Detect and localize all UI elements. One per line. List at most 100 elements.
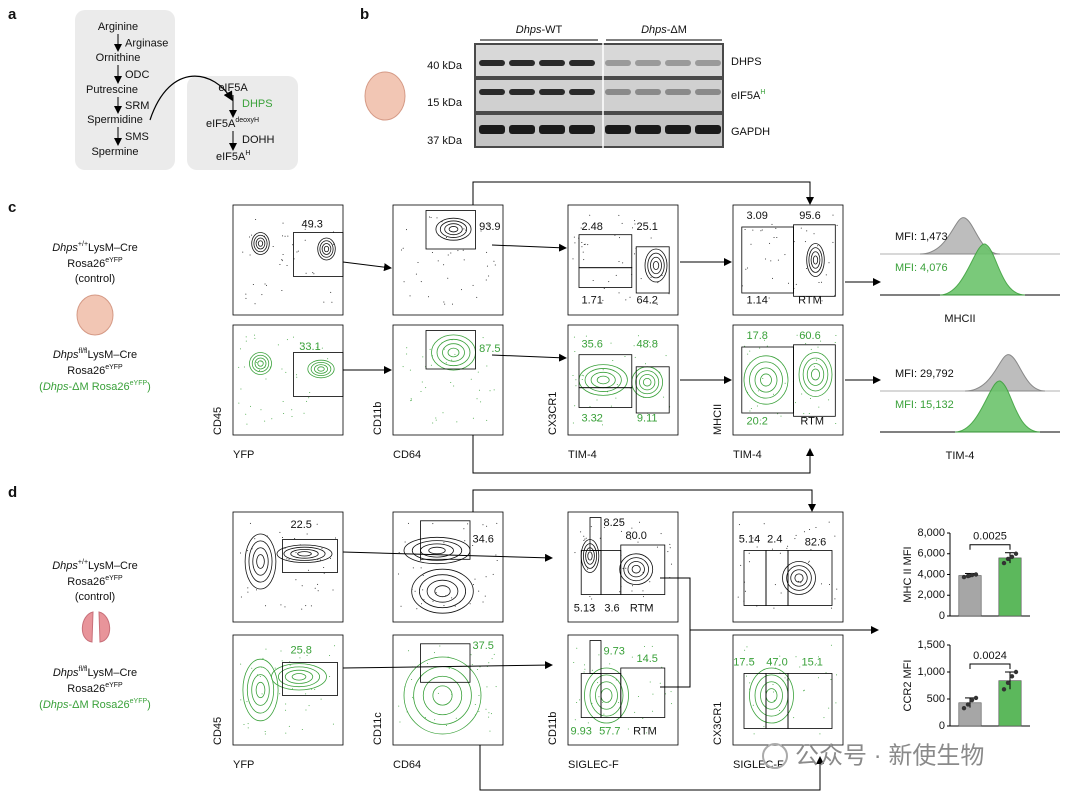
event: [332, 723, 334, 725]
event: [799, 666, 801, 668]
event: [632, 585, 634, 587]
contour: [439, 220, 468, 238]
event: [671, 703, 673, 705]
gate: [635, 366, 670, 414]
event: [574, 242, 576, 244]
event: [422, 574, 424, 576]
band: [569, 60, 595, 66]
event: [480, 230, 482, 232]
event: [818, 656, 820, 658]
point: [965, 702, 971, 707]
event: [768, 297, 770, 299]
event: [753, 733, 755, 735]
event: [603, 526, 605, 528]
event: [609, 663, 611, 665]
contour: [255, 237, 266, 250]
event: [604, 726, 606, 728]
event: [805, 343, 807, 345]
contour: [283, 546, 326, 561]
plot-frame: [392, 634, 504, 746]
gate: [282, 539, 338, 573]
text-part: DOHH: [242, 134, 274, 146]
protein: eIF5A: [218, 82, 248, 94]
event: [487, 223, 489, 225]
gate-value: 20.2: [746, 416, 767, 428]
contour: [317, 366, 325, 372]
text-part: DHPS: [731, 56, 762, 68]
gate: [293, 352, 344, 397]
event: [738, 524, 740, 526]
event: [649, 681, 651, 683]
contour: [249, 352, 272, 375]
event: [496, 522, 498, 524]
event: [261, 294, 263, 296]
event: [243, 366, 245, 368]
contour: [743, 355, 789, 405]
event: [429, 348, 431, 350]
mfi: MFI: 15,132: [895, 399, 954, 411]
event: [247, 727, 249, 729]
text-part: eYFP: [105, 682, 123, 689]
genotype: Rosa26eYFP​: [67, 364, 123, 377]
event: [495, 554, 497, 556]
protein: eIF5AH​: [731, 89, 765, 102]
event: [642, 717, 644, 719]
event: [245, 336, 247, 338]
event: [836, 674, 838, 676]
contour: [584, 368, 622, 392]
event: [471, 664, 473, 666]
y-axis-label: CX3CR1: [547, 392, 559, 435]
gate-value: 2.48: [581, 221, 602, 233]
event: [769, 242, 771, 244]
event: [659, 682, 661, 684]
gate-value: 37.5: [472, 640, 493, 652]
y-tick-label: 500: [927, 693, 945, 705]
event: [757, 390, 759, 392]
contour: [794, 573, 804, 583]
band: [695, 89, 721, 95]
event: [752, 229, 754, 231]
event: [650, 276, 652, 278]
gate-value: 5.13: [574, 603, 595, 615]
contour: [411, 540, 463, 561]
event: [306, 654, 308, 656]
event: [409, 369, 411, 371]
event: [800, 582, 802, 584]
p-value: 0.0024: [973, 650, 1007, 662]
event: [798, 580, 800, 582]
contour: [297, 551, 312, 557]
x-axis-label: TIM-4: [946, 450, 975, 462]
event: [650, 237, 652, 239]
event: [305, 605, 307, 607]
event: [476, 296, 478, 298]
text-part: GAPDH: [731, 126, 770, 138]
contour: [782, 561, 816, 595]
event: [610, 342, 612, 344]
genotype: Dhps+/+​LysM–Cre: [52, 559, 138, 572]
event: [442, 412, 444, 414]
event: [249, 522, 251, 524]
event: [262, 657, 264, 659]
mfi: MFI: 29,792: [895, 368, 954, 380]
y-tick-label: 1,500: [917, 639, 945, 651]
event: [461, 289, 463, 291]
text-part: Dhps: [43, 699, 69, 711]
gate-value: 82.6: [805, 537, 826, 549]
event: [586, 568, 588, 570]
event: [630, 538, 632, 540]
event: [784, 382, 786, 384]
contour: [251, 232, 270, 255]
event: [434, 719, 436, 721]
gate-value: 9.93: [570, 726, 591, 738]
gate-value: RTM: [800, 416, 824, 428]
event: [455, 717, 457, 719]
event: [255, 589, 257, 591]
event: [292, 336, 294, 338]
contour: [307, 359, 335, 379]
panel-label: c: [8, 199, 16, 216]
plot-frame: [392, 511, 504, 623]
event: [573, 236, 575, 238]
event: [463, 228, 465, 230]
event: [264, 733, 266, 735]
event: [480, 401, 482, 403]
